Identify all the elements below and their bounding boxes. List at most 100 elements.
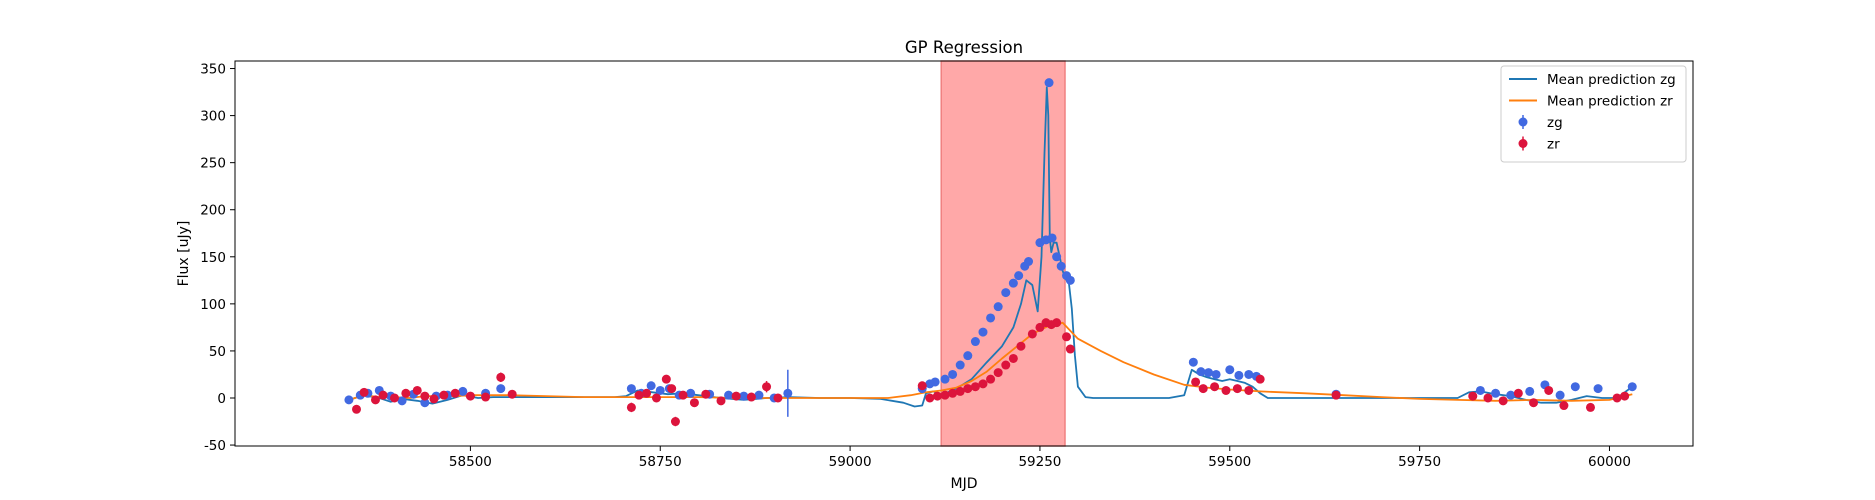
- data-point-zg: [626, 384, 636, 394]
- data-point-zg: [1065, 275, 1075, 285]
- data-point-zr: [678, 390, 688, 400]
- data-point-zg: [1475, 385, 1485, 395]
- data-point-zr: [389, 393, 399, 403]
- data-point-zg: [970, 337, 980, 347]
- data-point-zr: [370, 395, 380, 405]
- data-point-zr: [948, 388, 958, 398]
- data-point-zg: [1047, 233, 1057, 243]
- data-point-zr: [917, 381, 927, 391]
- y-tick-label: 150: [200, 250, 226, 266]
- y-axis-label: Flux [uJy]: [176, 221, 192, 287]
- x-tick-label: 58500: [449, 454, 492, 470]
- data-point-zr: [1210, 382, 1220, 392]
- data-point-zr: [1468, 391, 1478, 401]
- data-point-zr: [359, 387, 369, 397]
- y-tick-label: 0: [217, 391, 226, 407]
- data-point-zr: [1027, 329, 1037, 339]
- y-tick-label: 250: [200, 156, 226, 172]
- data-point-zr: [978, 379, 988, 389]
- data-point-zg: [1506, 390, 1516, 400]
- data-point-zr: [986, 374, 996, 384]
- legend-label-zg: zg: [1547, 115, 1563, 131]
- data-point-zr: [1065, 344, 1075, 354]
- data-point-zr: [1052, 318, 1062, 328]
- data-point-zg: [948, 369, 958, 379]
- data-point-zr: [481, 392, 491, 402]
- data-point-zr: [651, 393, 661, 403]
- data-point-zr: [661, 374, 671, 384]
- x-tick-label: 60000: [1588, 454, 1631, 470]
- data-point-zr: [626, 402, 636, 412]
- data-point-zr: [963, 384, 973, 394]
- data-point-zr: [465, 391, 475, 401]
- axes-frame: [234, 60, 1694, 447]
- data-point-zr: [1612, 393, 1622, 403]
- data-point-zr: [1016, 341, 1026, 351]
- data-point-zr: [925, 393, 935, 403]
- data-point-zr: [1513, 388, 1523, 398]
- data-point-zr: [670, 417, 680, 427]
- data-point-zg: [1204, 368, 1214, 378]
- series-line-mean-prediction-zg: [348, 86, 1633, 408]
- axis-ticks: 58500 58750 59000 59250 59500 59750 60000 -50 0 5…: [200, 62, 1631, 470]
- data-point-zr: [352, 404, 361, 414]
- legend-box: [1500, 65, 1687, 163]
- data-point-zr: [1255, 374, 1265, 384]
- data-point-zg: [986, 313, 996, 323]
- data-point-zr: [450, 388, 460, 398]
- data-point-zg: [783, 388, 793, 398]
- data-point-zr: [716, 396, 726, 406]
- y-tick-label: 200: [200, 203, 226, 219]
- data-point-zg: [1593, 384, 1603, 394]
- x-tick-label: 59500: [1208, 454, 1251, 470]
- data-point-zg: [724, 390, 734, 400]
- data-point-zg: [1196, 367, 1206, 377]
- x-tick-label: 59000: [829, 454, 872, 470]
- data-point-zg: [1234, 370, 1244, 380]
- data-point-zg: [1555, 390, 1565, 400]
- data-point-zg: [1044, 78, 1054, 88]
- data-point-zg: [1188, 357, 1198, 367]
- data-point-zg: [940, 374, 950, 384]
- data-point-zg: [754, 390, 764, 400]
- data-point-zr: [496, 372, 506, 382]
- data-point-zr: [993, 368, 1003, 378]
- shaded-region-layer: [940, 60, 1066, 447]
- x-axis-label: MJD: [951, 476, 978, 492]
- data-point-zg: [955, 360, 965, 370]
- data-point-zg: [1024, 257, 1034, 267]
- x-tick-label: 59750: [1398, 454, 1441, 470]
- data-point-zr: [1529, 398, 1539, 408]
- data-point-zg: [397, 396, 407, 406]
- data-point-zr: [507, 389, 517, 399]
- data-point-zg: [993, 302, 1003, 312]
- data-point-zg: [1244, 369, 1254, 379]
- data-point-zg: [458, 386, 468, 396]
- data-point-zr: [1331, 390, 1341, 400]
- data-point-zr: [412, 385, 422, 395]
- data-point-zr: [642, 388, 652, 398]
- data-point-zr: [762, 382, 772, 392]
- data-point-zr: [667, 384, 677, 394]
- data-point-zr: [773, 393, 783, 403]
- data-point-zr: [1035, 322, 1045, 332]
- data-point-zg: [963, 351, 973, 361]
- data-point-zr: [1498, 396, 1508, 406]
- data-point-zr: [1221, 385, 1231, 395]
- x-tick-label: 59250: [1018, 454, 1061, 470]
- data-point-zr: [955, 386, 965, 396]
- data-point-zg: [1008, 278, 1018, 288]
- data-point-zr: [634, 390, 644, 400]
- legend-label-zr: zr: [1547, 137, 1560, 153]
- data-point-zr: [401, 388, 411, 398]
- legend: Mean prediction zg Mean prediction zr zg zr: [1500, 65, 1687, 163]
- shaded-region: [940, 60, 1066, 447]
- data-point-zr: [1559, 401, 1569, 411]
- data-point-zr: [1544, 385, 1554, 395]
- data-point-zg: [930, 377, 940, 387]
- legend-label-mean-prediction-zg: Mean prediction zg: [1547, 72, 1676, 88]
- data-point-zr: [1483, 393, 1493, 403]
- data-point-zg: [978, 327, 988, 337]
- data-point-zr: [731, 391, 741, 401]
